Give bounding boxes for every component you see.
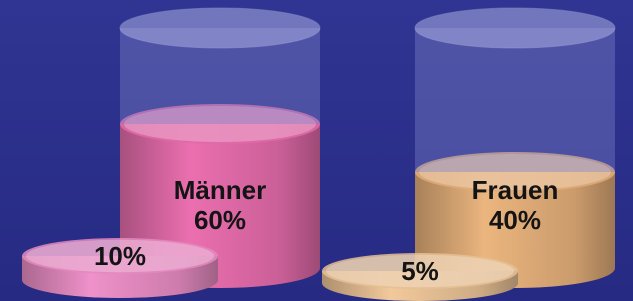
value-label: 60%	[194, 205, 246, 235]
value-label: 40%	[489, 205, 541, 235]
category-label: Frauen	[472, 175, 559, 205]
glass	[415, 28, 615, 172]
glass-rim	[415, 8, 615, 48]
disc-label: 5%	[401, 256, 439, 286]
chart: Männer60% Frauen40% 10% 5%	[0, 0, 633, 301]
category-label: Männer	[174, 175, 266, 205]
disc-label: 10%	[94, 241, 146, 271]
glass-rim	[120, 8, 320, 48]
page: Männer60%Frauen40%10%5% (() => { const d…	[0, 0, 633, 301]
